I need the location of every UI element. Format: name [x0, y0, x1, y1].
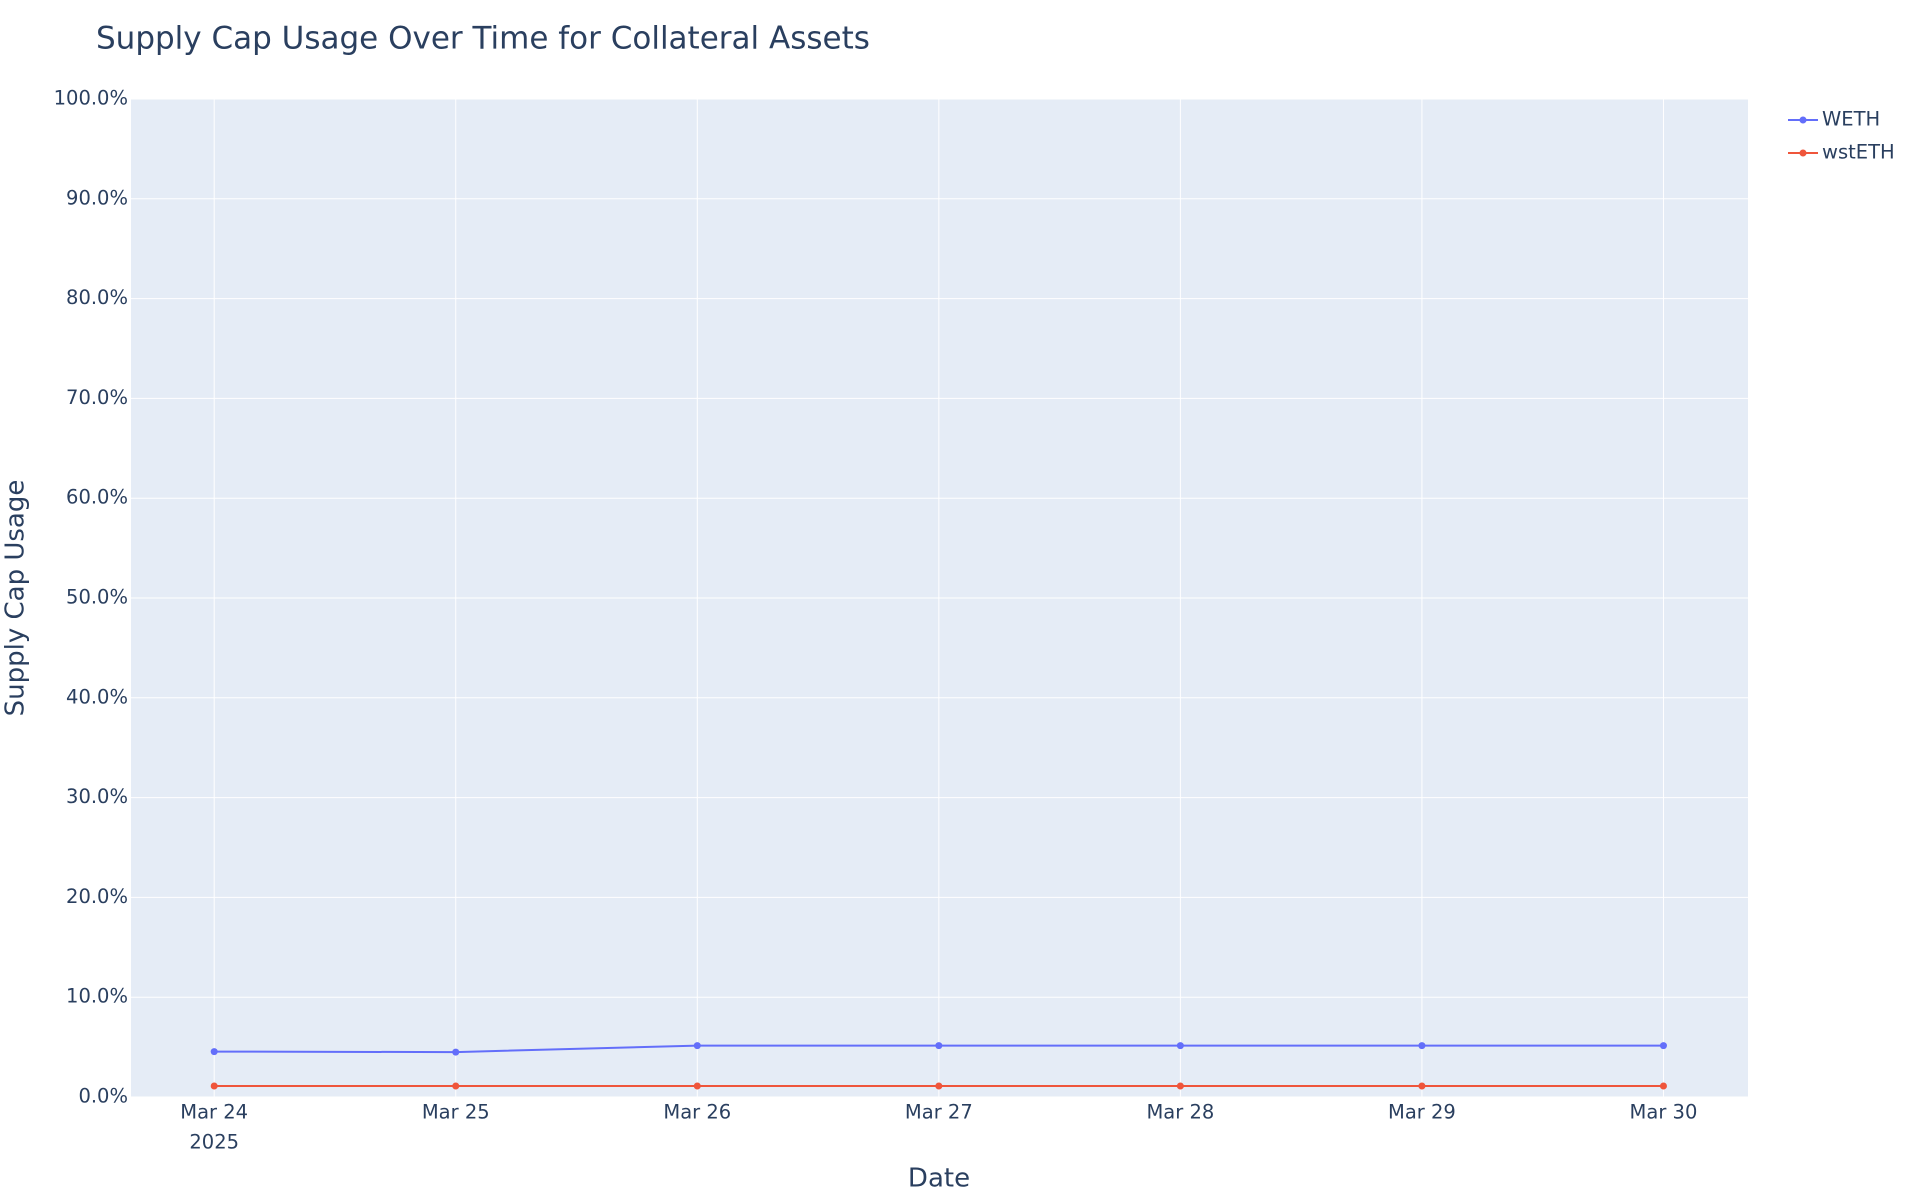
y-tick-label: 50.0% [66, 586, 128, 609]
point [1659, 1042, 1667, 1050]
y-axis-title: Supply Cap Usage [1, 480, 31, 717]
y-tick-label: 0.0% [78, 1085, 128, 1108]
y-tick-label: 30.0% [66, 785, 128, 808]
y-tick-label: 20.0% [66, 885, 128, 908]
grid [131, 98, 1748, 1098]
legend-label: WETH [1822, 108, 1880, 131]
point [1418, 1042, 1426, 1050]
point [452, 1048, 460, 1056]
point [693, 1042, 701, 1050]
y-tick-label: 100.0% [54, 87, 128, 110]
legend-marker [1799, 149, 1807, 157]
x-tick-label: Mar 30 [1630, 1101, 1698, 1124]
point [935, 1082, 943, 1090]
point [1176, 1082, 1184, 1090]
x-tick-label: Mar 28 [1146, 1101, 1214, 1124]
point [935, 1042, 943, 1050]
y-tick-label: 60.0% [66, 486, 128, 509]
chart-title: Supply Cap Usage Over Time for Collatera… [96, 21, 870, 57]
series-layer [210, 1042, 1667, 1090]
point [210, 1048, 218, 1056]
x-tick-label: Mar 27 [905, 1101, 973, 1124]
point [452, 1082, 460, 1090]
y-tick-label: 90.0% [66, 186, 128, 209]
y-tick-label: 40.0% [66, 685, 128, 708]
point [1659, 1082, 1667, 1090]
legend-label: wstETH [1822, 141, 1895, 164]
y-tick-label: 80.0% [66, 286, 128, 309]
x-tick-label: Mar 24 [180, 1101, 248, 1124]
legend-marker [1799, 116, 1807, 124]
point [210, 1082, 218, 1090]
x-tick-label: Mar 26 [663, 1101, 731, 1124]
point [1418, 1082, 1426, 1090]
y-tick-label: 10.0% [66, 985, 128, 1008]
x-tick-label: Mar 25 [422, 1101, 490, 1124]
point [693, 1082, 701, 1090]
y-tick-label: 70.0% [66, 386, 128, 409]
x-tick-label: Mar 29 [1388, 1101, 1456, 1124]
x-year-label: 2025 [189, 1131, 239, 1154]
x-axis-title: Date [908, 1164, 970, 1194]
point [1176, 1042, 1184, 1050]
